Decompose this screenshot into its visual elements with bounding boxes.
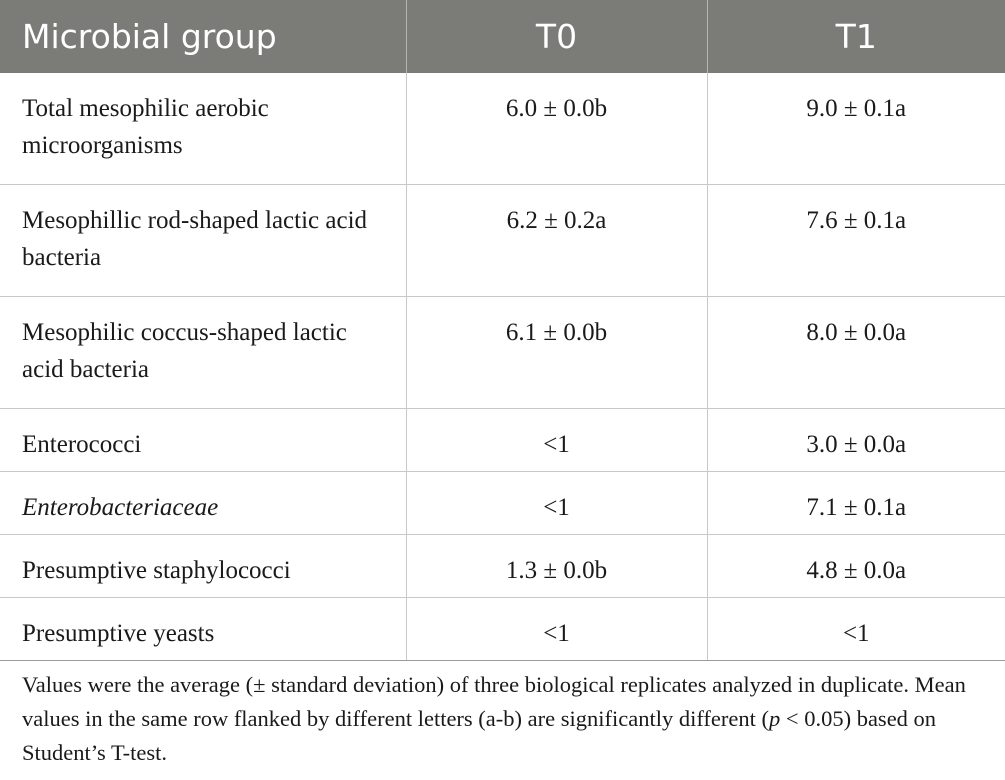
row-t1-value: 7.6 ± 0.1a xyxy=(707,184,1005,297)
microbial-counts-table: Microbial group T0 T1 Total mesophilic a… xyxy=(0,0,1005,661)
footnote-p-symbol: p xyxy=(769,706,781,731)
row-t1-value: 8.0 ± 0.0a xyxy=(707,296,1005,409)
row-t0-value: 6.0 ± 0.0b xyxy=(406,73,708,185)
footnote-text-end: < 0.05) based on Student’s T-test. xyxy=(22,706,937,765)
row-group-name: Total mesophilic aerobic microorganisms xyxy=(0,73,407,185)
row-t1-value: 4.8 ± 0.0a xyxy=(707,534,1005,598)
header-t0: T0 xyxy=(406,0,708,73)
row-group-name: Mesophilic coccus-shaped lactic acid bac… xyxy=(0,296,407,409)
microbial-counts-table-container: Microbial group T0 T1 Total mesophilic a… xyxy=(0,0,1005,661)
table-row: Enterococci <1 3.0 ± 0.0a xyxy=(0,408,1005,472)
table-header-row: Microbial group T0 T1 xyxy=(0,0,1005,73)
table-row: Presumptive yeasts <1 <1 xyxy=(0,597,1005,661)
table-row: Enterobacteriaceae <1 7.1 ± 0.1a xyxy=(0,471,1005,535)
table-row: Presumptive staphylococci 1.3 ± 0.0b 4.8… xyxy=(0,534,1005,598)
header-microbial-group: Microbial group xyxy=(0,0,407,73)
row-t0-value: 6.1 ± 0.0b xyxy=(406,296,708,409)
row-t0-value: 6.2 ± 0.2a xyxy=(406,184,708,297)
row-t0-value: <1 xyxy=(406,408,708,472)
row-group-name: Enterococci xyxy=(0,408,407,472)
row-group-name: Presumptive yeasts xyxy=(0,597,407,661)
row-t1-value: 7.1 ± 0.1a xyxy=(707,471,1005,535)
row-t0-value: <1 xyxy=(406,597,708,661)
footnote-text-start: Values were the average (± standard devi… xyxy=(22,672,966,731)
table-row: Mesophilic coccus-shaped lactic acid bac… xyxy=(0,296,1005,409)
row-group-name: Enterobacteriaceae xyxy=(0,471,407,535)
table-row: Total mesophilic aerobic microorganisms … xyxy=(0,73,1005,185)
table-row: Mesophillic rod-shaped lactic acid bacte… xyxy=(0,184,1005,297)
row-group-name: Mesophillic rod-shaped lactic acid bacte… xyxy=(0,184,407,297)
row-group-name: Presumptive staphylococci xyxy=(0,534,407,598)
table-footnote: Values were the average (± standard devi… xyxy=(22,668,982,770)
row-t0-value: <1 xyxy=(406,471,708,535)
header-t1: T1 xyxy=(707,0,1005,73)
row-t1-value: <1 xyxy=(707,597,1005,661)
row-t1-value: 9.0 ± 0.1a xyxy=(707,73,1005,185)
row-t0-value: 1.3 ± 0.0b xyxy=(406,534,708,598)
row-t1-value: 3.0 ± 0.0a xyxy=(707,408,1005,472)
